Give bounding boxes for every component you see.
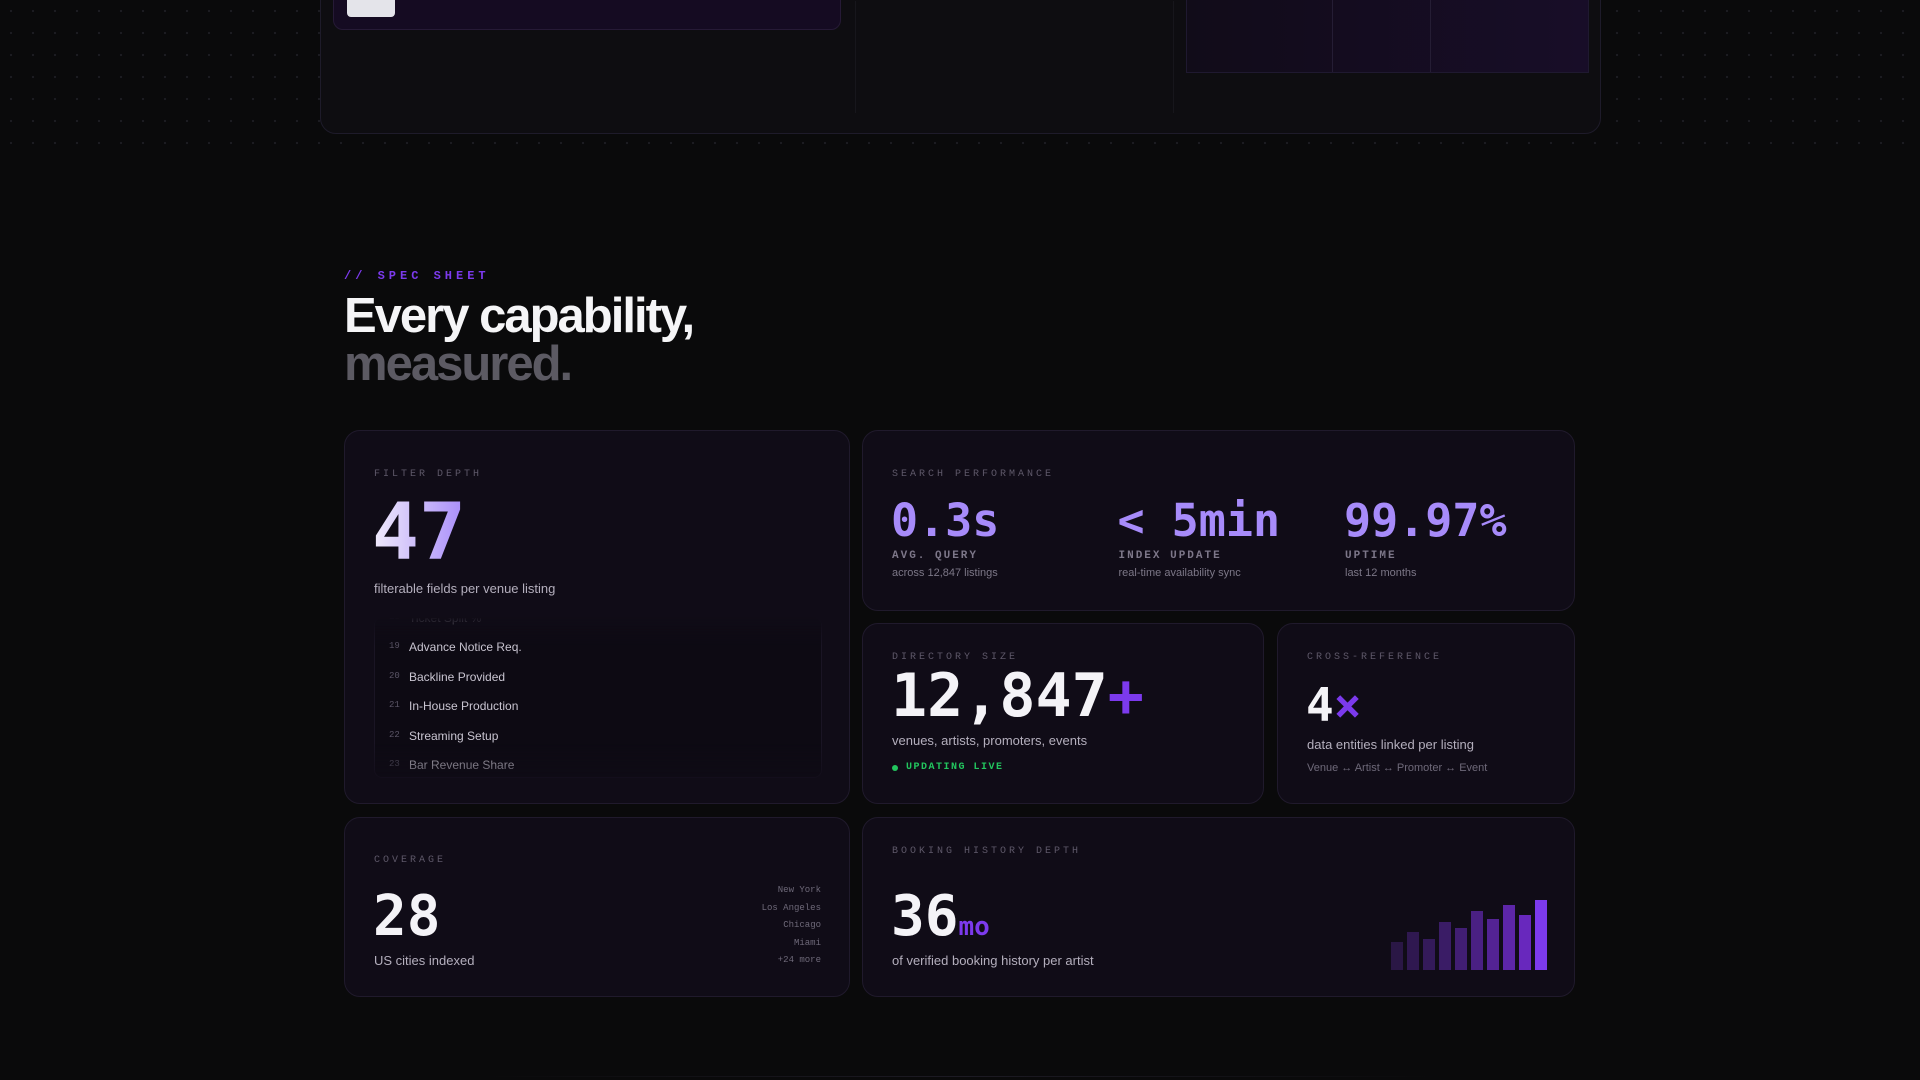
history-bars xyxy=(1391,900,1547,970)
heading-line: measured. xyxy=(344,337,573,391)
metric-value: 99.97% xyxy=(1344,494,1507,547)
value: 12,847 xyxy=(891,661,1108,731)
card-label: SEARCH PERFORMANCE xyxy=(892,469,1055,480)
big-number: 12,847+ xyxy=(891,666,1144,726)
live-dot xyxy=(892,765,898,771)
field-name: Backline Provided xyxy=(409,669,506,684)
filter-card: FILTER DEPTH 47 filterable fields per ve… xyxy=(344,430,850,804)
city: Miami xyxy=(793,937,821,948)
status: UPDATING LIVE xyxy=(906,762,1004,773)
card-label: FILTER DEPTH xyxy=(374,469,483,480)
preview-bar xyxy=(333,0,841,30)
field-number: 19 xyxy=(389,641,400,652)
coverage-card: COVERAGE 28 US cities indexed New York Lo… xyxy=(344,817,850,997)
divider xyxy=(855,1,856,113)
field-number: 18 xyxy=(389,617,400,622)
big-number: 28 xyxy=(373,884,441,949)
field-list: 18 Ticket Split % 19 Advance Notice Req. 20 B… xyxy=(374,617,822,778)
city: New York xyxy=(777,885,821,895)
metric-label: AVG. QUERY xyxy=(892,550,979,562)
card-label: COVERAGE xyxy=(374,855,447,866)
metric-value: < 5min xyxy=(1117,494,1281,547)
booking-card: BOOKING HISTORY DEPTH 36mo of verified b… xyxy=(862,817,1575,997)
description: venues, artists, promoters, events xyxy=(892,733,1088,748)
metric-note: across 12,847 listings xyxy=(892,567,998,579)
card-label: DIRECTORY SIZE xyxy=(892,652,1019,663)
card-label: BOOKING HISTORY DEPTH xyxy=(892,846,1082,857)
field-number: 21 xyxy=(389,700,400,711)
city: Los Angeles xyxy=(761,902,821,913)
field-number: 23 xyxy=(389,759,400,769)
value: 36 xyxy=(891,884,959,949)
metric-label: UPTIME xyxy=(1345,550,1397,562)
entity-chain: Venue ↔ Artist ↔ Promoter ↔ Event xyxy=(1307,762,1488,774)
footer-line xyxy=(480,1076,1440,1077)
field-name: Bar Revenue Share xyxy=(409,758,515,772)
eyebrow: // SPEC SHEET xyxy=(344,269,490,283)
directory-card: DIRECTORY SIZE 12,847+ venues, artists, … xyxy=(862,623,1264,804)
preview-panel xyxy=(320,0,1601,134)
field-name: Streaming Setup xyxy=(409,728,499,743)
field-name: In-House Production xyxy=(409,699,519,714)
field-name: Advance Notice Req. xyxy=(409,640,522,655)
description: filterable fields per venue listing xyxy=(374,581,556,596)
city: Chicago xyxy=(783,920,821,930)
divider xyxy=(1173,1,1174,113)
city: +24 more xyxy=(777,955,821,965)
metric-value: 0.3s xyxy=(891,494,1000,547)
description: US cities indexed xyxy=(374,953,475,968)
field-name: Ticket Split % xyxy=(409,617,482,625)
description: data entities linked per listing xyxy=(1307,737,1474,752)
suffix: mo xyxy=(958,912,990,942)
search-card: SEARCH PERFORMANCE 0.3s AVG. QUERY across … xyxy=(862,430,1575,611)
metric-note: last 12 months xyxy=(1345,567,1417,579)
description: of verified booking history per artist xyxy=(892,953,1094,968)
card-label: CROSS-REFERENCE xyxy=(1307,652,1443,663)
preview-button[interactable] xyxy=(347,0,395,17)
heading-line: Every capability, xyxy=(344,289,695,343)
big-number: 4× xyxy=(1306,682,1361,728)
metric-note: real-time availability sync xyxy=(1118,567,1241,579)
value: 4 xyxy=(1306,678,1334,732)
preview-grid xyxy=(1186,0,1589,73)
big-number: 36mo xyxy=(891,889,990,945)
field-number: 22 xyxy=(389,729,400,740)
field-number: 20 xyxy=(389,670,400,681)
big-number: 47 xyxy=(372,488,466,578)
suffix: × xyxy=(1333,678,1362,732)
suffix: + xyxy=(1107,661,1144,731)
metric-label: INDEX UPDATE xyxy=(1118,550,1222,562)
cross-card: CROSS-REFERENCE 4× data entities linked … xyxy=(1277,623,1575,804)
